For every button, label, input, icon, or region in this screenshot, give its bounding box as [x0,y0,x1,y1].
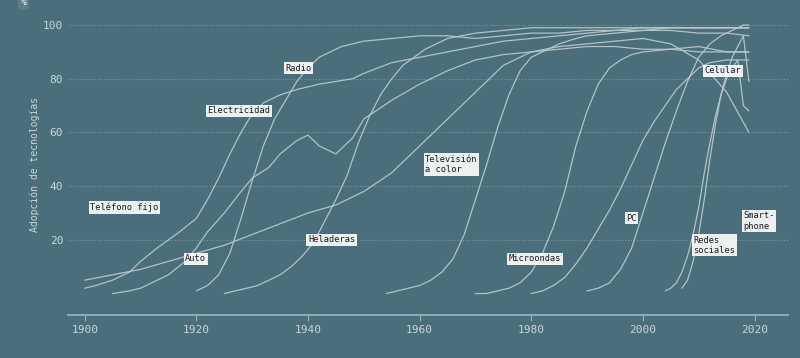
Text: Auto: Auto [186,254,206,263]
Text: Radio: Radio [286,63,312,73]
Y-axis label: Adopción de tecnologías: Adopción de tecnologías [30,97,40,232]
Text: Redes
sociales: Redes sociales [693,236,735,255]
Text: PC: PC [626,214,637,223]
Text: Teléfono fijo: Teléfono fijo [90,203,158,212]
Text: %: % [21,0,26,7]
Text: Heladeras: Heladeras [308,235,355,245]
Text: Microondas: Microondas [509,254,562,263]
Text: Electricidad: Electricidad [207,106,270,116]
Text: Smart-
phone: Smart- phone [743,211,775,231]
Text: Celular: Celular [704,66,741,75]
Text: Televisión
a color: Televisión a color [426,155,478,174]
